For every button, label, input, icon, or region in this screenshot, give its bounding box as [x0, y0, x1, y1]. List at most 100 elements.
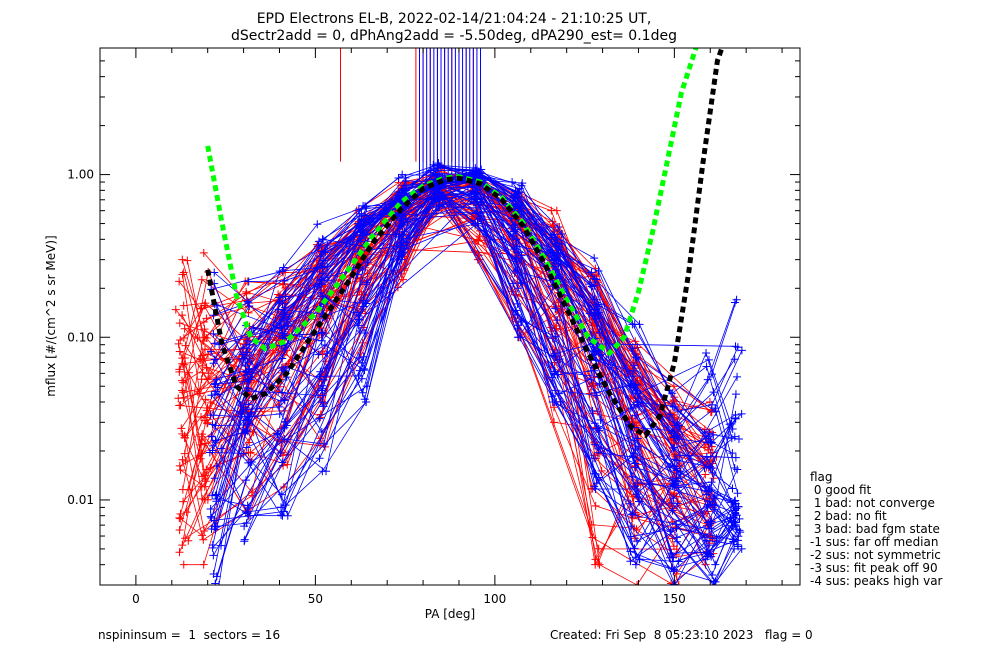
data-point [594, 424, 603, 433]
data-point [179, 378, 188, 387]
data-point [675, 451, 684, 460]
data-point [207, 432, 216, 441]
data-point [249, 428, 258, 437]
data-point [321, 248, 330, 257]
data-point [278, 511, 287, 520]
data-point [731, 390, 740, 399]
series-line [211, 191, 736, 505]
data-point [708, 570, 717, 579]
data-point [733, 372, 742, 381]
x-tick-label: 0 [132, 592, 140, 606]
data-point [176, 401, 185, 410]
data-point [281, 417, 290, 426]
data-point [243, 420, 252, 429]
data-point [279, 312, 288, 321]
data-point [177, 424, 186, 433]
data-point [553, 223, 562, 232]
chart-title-line1: EPD Electrons EL-B, 2022-02-14/21:04:24 … [257, 11, 652, 27]
data-point [547, 206, 556, 215]
data-point [668, 402, 677, 411]
data-point [433, 184, 442, 193]
data-point [210, 522, 219, 531]
data-point [676, 467, 685, 476]
data-point [737, 346, 746, 355]
data-point [710, 491, 719, 500]
data-point [184, 368, 193, 377]
data-point [211, 438, 220, 447]
data-point [703, 501, 712, 510]
data-point [585, 389, 594, 398]
data-point [175, 526, 184, 535]
data-point [509, 193, 518, 202]
data-point [731, 509, 740, 518]
data-point [709, 430, 718, 439]
data-point [707, 400, 716, 409]
data-point [587, 366, 596, 375]
data-point [473, 209, 482, 218]
data-point [179, 301, 188, 310]
fit-curve [205, 48, 725, 439]
data-point [477, 198, 486, 207]
data-point [362, 397, 371, 406]
data-point [241, 476, 250, 485]
series-line [212, 186, 738, 559]
data-point [628, 344, 637, 353]
data-point [318, 347, 327, 356]
data-point [208, 540, 217, 549]
data-point [553, 316, 562, 325]
data-point [201, 471, 210, 480]
data-point [477, 165, 486, 174]
data-point [513, 284, 522, 293]
data-point [731, 342, 740, 351]
data-point [355, 353, 364, 362]
data-point [518, 179, 527, 188]
series-line [211, 190, 737, 585]
data-point [320, 341, 329, 350]
data-point [673, 533, 682, 542]
data-point [557, 229, 566, 238]
data-point [669, 382, 678, 391]
data-point [354, 219, 363, 228]
data-point [180, 434, 189, 443]
data-point [211, 579, 220, 585]
data-point [631, 560, 640, 569]
data-point [355, 327, 364, 336]
data-point [549, 403, 558, 412]
data-point [278, 280, 287, 289]
data-point [178, 541, 187, 550]
data-point [319, 402, 328, 411]
data-point [244, 308, 253, 317]
data-point [323, 349, 332, 358]
data-point [399, 275, 408, 284]
data-point [669, 480, 678, 489]
data-point [275, 319, 284, 328]
data-point [711, 407, 720, 416]
data-point [217, 444, 226, 453]
data-point [175, 365, 184, 374]
data-point [199, 560, 208, 569]
data-point [197, 275, 206, 284]
data-point [469, 198, 478, 207]
data-point [555, 354, 564, 363]
data-point [206, 411, 215, 420]
data-point [734, 532, 743, 541]
data-point [394, 173, 403, 182]
data-point [200, 482, 209, 491]
data-point [244, 298, 253, 307]
data-point [590, 281, 599, 290]
data-point [707, 552, 716, 561]
data-point [198, 430, 207, 439]
data-point [359, 296, 368, 305]
data-point [708, 534, 717, 543]
data-point [711, 501, 720, 510]
data-point [181, 341, 190, 350]
data-point [671, 581, 680, 585]
data-point [179, 388, 188, 397]
data-point [275, 382, 284, 391]
axis-ticks: 0 50 100 150 0.01 0.10 1.00 [67, 47, 800, 606]
data-point [211, 421, 220, 430]
data-point [427, 166, 436, 175]
data-point [317, 275, 326, 284]
data-point [175, 513, 184, 522]
data-point [587, 268, 596, 277]
